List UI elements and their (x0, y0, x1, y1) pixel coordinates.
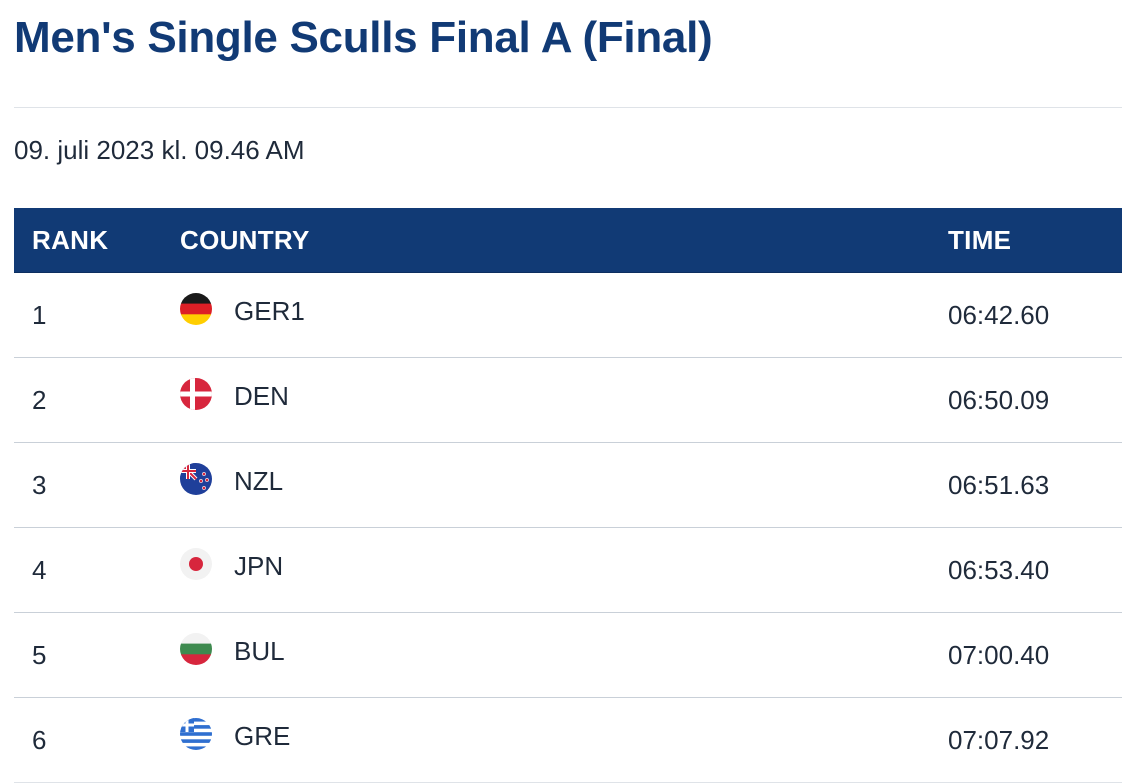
rank-cell: 2 (32, 385, 47, 415)
time-cell: 06:53.40 (948, 555, 1050, 585)
table-row: 3 NZL 06:51.63 (14, 443, 1122, 528)
country-cell: DEN (234, 381, 289, 411)
title-divider (14, 107, 1122, 108)
race-date: 09. juli 2023 kl. 09.46 AM (14, 135, 305, 165)
rank-cell: 6 (32, 725, 47, 755)
greece-flag-icon (180, 718, 212, 750)
rank-cell: 3 (32, 470, 47, 500)
header-country: COUNTRY (180, 225, 310, 255)
table-header: RANK COUNTRY TIME (14, 208, 1122, 273)
japan-flag-icon (180, 548, 212, 580)
country-cell: NZL (234, 466, 284, 496)
country-cell: BUL (234, 636, 285, 666)
country-cell: GER1 (234, 296, 305, 326)
time-cell: 07:00.40 (948, 640, 1050, 670)
table-row: 6 GRE 07:07.92 (14, 698, 1122, 783)
country-cell: JPN (234, 551, 284, 581)
country-cell: GRE (234, 721, 291, 751)
bulgaria-flag-icon (180, 633, 212, 665)
denmark-flag-icon (180, 378, 212, 410)
rank-cell: 5 (32, 640, 47, 670)
time-cell: 07:07.92 (948, 725, 1050, 755)
header-rank: RANK (32, 225, 109, 255)
table-row: 4 JPN 06:53.40 (14, 528, 1122, 613)
new-zealand-flag-icon (180, 463, 212, 495)
time-cell: 06:50.09 (948, 385, 1050, 415)
results-table: RANK COUNTRY TIME 1 GER1 06:42.60 2 DEN … (14, 208, 1122, 783)
rank-cell: 4 (32, 555, 47, 585)
page-title: Men's Single Sculls Final A (Final) (14, 13, 713, 62)
header-time: TIME (948, 225, 1012, 255)
table-row: 2 DEN 06:50.09 (14, 358, 1122, 443)
germany-flag-icon (180, 293, 212, 325)
time-cell: 06:51.63 (948, 470, 1050, 500)
table-row: 5 BUL 07:00.40 (14, 613, 1122, 698)
table-row: 1 GER1 06:42.60 (14, 273, 1122, 358)
rank-cell: 1 (32, 300, 47, 330)
time-cell: 06:42.60 (948, 300, 1050, 330)
